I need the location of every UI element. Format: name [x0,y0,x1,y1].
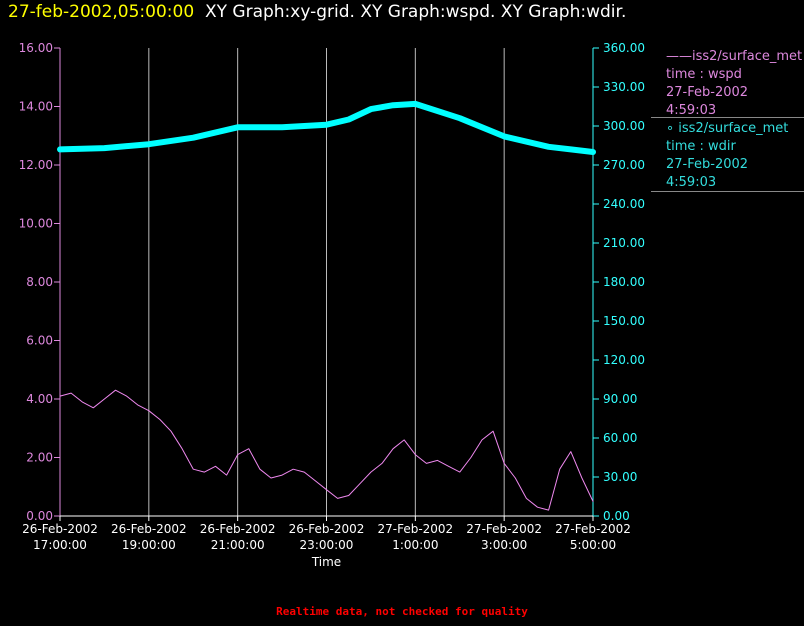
x-tick-time: 3:00:00 [481,538,527,552]
legend-time: 4:59:03 [666,103,717,118]
x-tick-time: 23:00:00 [300,538,354,552]
x-tick-date: 26-Feb-2002 [200,522,276,536]
data-quality-note: Realtime data, not checked for quality [276,605,528,618]
x-tick-date: 26-Feb-2002 [111,522,187,536]
right-y-tick-label: 0.00 [603,509,630,523]
left-y-axis: 0.00 2.00 4.00 6.00 8.00 10.00 12.00 14.00 16.00 [19,41,61,523]
left-y-tick-label: 16.00 [19,41,53,55]
left-y-tick-label: 10.00 [19,217,53,231]
right-y-tick-label: 360.00 [603,41,645,55]
right-y-tick-label: 240.00 [603,197,645,211]
right-y-tick-label: 330.00 [603,80,645,94]
x-axis-label: Time [311,555,341,569]
x-tick-time: 19:00:00 [122,538,176,552]
left-y-tick-label: 14.00 [19,100,53,114]
left-y-tick-label: 2.00 [26,451,53,465]
legend-date: 27-Feb-2002 [666,85,749,100]
right-y-tick-label: 150.00 [603,314,645,328]
x-tick-time: 1:00:00 [392,538,438,552]
right-y-tick-label: 180.00 [603,275,645,289]
series-line-wdir [57,100,596,155]
right-y-tick-label: 120.00 [603,353,645,367]
series-line-wspd [59,389,594,511]
right-y-tick-label: 270.00 [603,158,645,172]
x-tick-date: 26-Feb-2002 [289,522,365,536]
right-y-tick-label: 60.00 [603,431,637,445]
x-tick-date: 27-Feb-2002 [466,522,542,536]
right-y-tick-label: 90.00 [603,392,637,406]
right-y-tick-label: 30.00 [603,470,637,484]
legend-divider [651,117,804,118]
legend-line-marker: —— [666,49,692,64]
x-axis: 26-Feb-2002 17:00:00 26-Feb-2002 19:00:00 26… [22,515,631,569]
x-tick-time: 5:00:00 [570,538,616,552]
x-tick-date: 27-Feb-2002 [377,522,453,536]
title-timestamp: 27-feb-2002,05:00:00 [8,2,195,22]
left-y-tick-label: 0.00 [26,509,53,523]
plot-area [57,100,596,511]
right-y-tick-label: 300.00 [603,119,645,133]
legend-entry-wspd: ——iss2/surface_met time : wspd 27-Feb-20… [666,48,802,120]
x-tick-time: 21:00:00 [211,538,265,552]
right-y-tick-label: 210.00 [603,236,645,250]
x-tick-date: 27-Feb-2002 [555,522,631,536]
left-y-tick-label: 12.00 [19,158,53,172]
left-y-tick-label: 4.00 [26,392,53,406]
legend-source: iss2/surface_met [678,121,789,136]
legend-date: 27-Feb-2002 [666,157,749,172]
graph-title-bar: 27-feb-2002,05:00:00 XY Graph:xy-grid. X… [8,2,626,22]
legend-variables: time : wspd [666,67,742,82]
x-tick-time: 17:00:00 [33,538,87,552]
right-y-axis: 0.00 30.00 60.00 90.00 120.00 150.00 180.00 210… [592,41,645,523]
legend-entry-wdir: ∘ iss2/surface_met time : wdir 27-Feb-20… [666,120,788,192]
x-tick-date: 26-Feb-2002 [22,522,98,536]
legend-time: 4:59:03 [666,175,717,190]
left-y-tick-label: 8.00 [26,275,53,289]
title-graph-list: XY Graph:xy-grid. XY Graph:wspd. XY Grap… [204,2,627,22]
legend-source: iss2/surface_met [692,49,803,64]
legend-circle-marker: ∘ [666,121,675,136]
legend-divider [651,191,804,192]
left-y-tick-label: 6.00 [26,334,53,348]
legend-variables: time : wdir [666,139,736,154]
